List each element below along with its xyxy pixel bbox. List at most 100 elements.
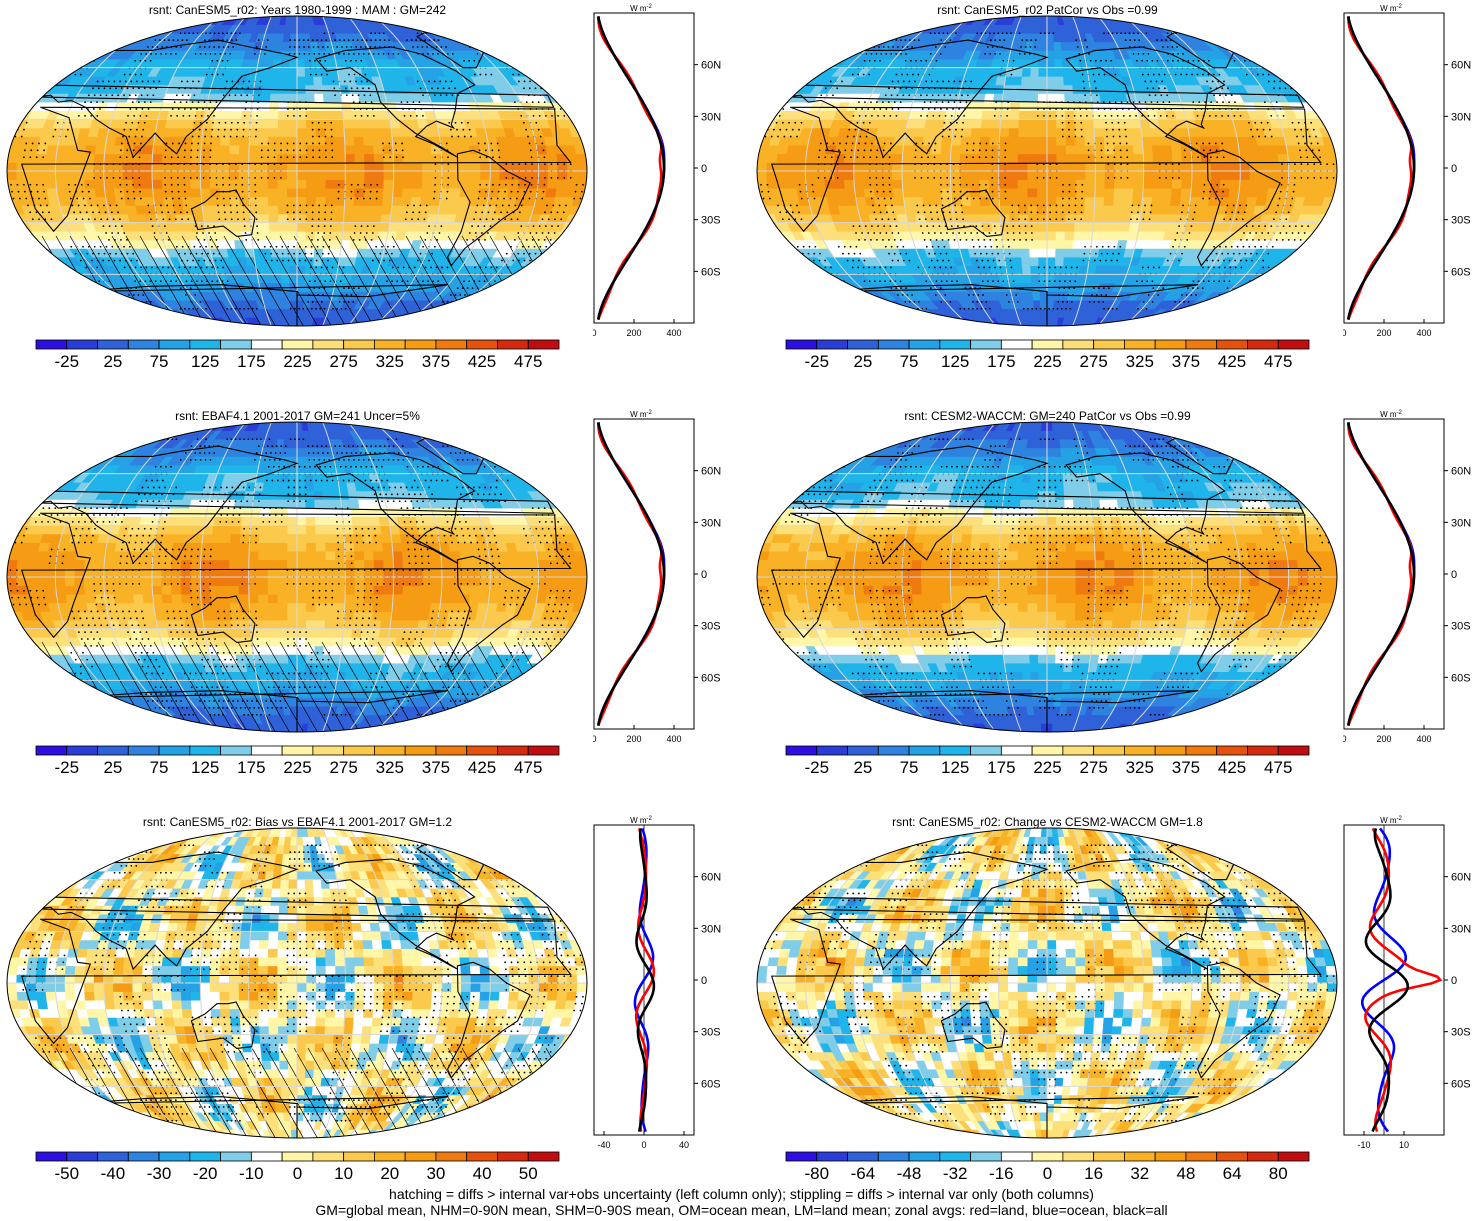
stipple-dot — [141, 135, 143, 138]
map-cell — [1119, 222, 1131, 232]
colorbar-swatch — [281, 339, 314, 350]
stipple-dot — [524, 163, 527, 166]
stipple-dot — [316, 245, 319, 248]
map-cell — [259, 222, 270, 232]
map-cell — [884, 317, 910, 326]
stipple-dot — [120, 190, 122, 193]
stipple-dot — [173, 101, 176, 104]
map-cell — [1017, 196, 1029, 206]
map-cell — [538, 162, 549, 172]
stipple-dot — [521, 66, 524, 69]
map-cell — [767, 187, 780, 198]
stipple-dot — [16, 183, 19, 186]
stipple-dot — [190, 149, 193, 152]
hatch-line — [7, 235, 19, 326]
map-cell — [494, 291, 516, 301]
stipple-dot — [46, 252, 48, 255]
stipple-dot — [200, 114, 203, 117]
map-cell — [454, 299, 476, 310]
map-cell — [212, 213, 224, 223]
stipple-dot — [235, 39, 238, 42]
map-cell — [510, 58, 529, 68]
stipple-dot — [43, 149, 45, 152]
map-cell — [373, 179, 385, 189]
map-cell — [370, 119, 382, 129]
map-cell — [333, 119, 345, 129]
map-cell — [180, 153, 192, 163]
map-cell — [1196, 308, 1220, 318]
stipple-dot — [518, 211, 521, 214]
colorbar-swatch — [127, 339, 160, 350]
stipple-dot — [94, 218, 96, 221]
map-cell — [924, 317, 946, 326]
map-cell — [267, 170, 278, 180]
stipple-dot — [446, 190, 449, 193]
stipple-dot — [38, 218, 40, 221]
stipple-dot — [194, 294, 197, 296]
stipple-dot — [543, 101, 546, 104]
stipple-dot — [308, 280, 311, 283]
map-cell — [402, 179, 414, 189]
map-cell — [1072, 239, 1084, 249]
stipple-dot — [119, 156, 122, 159]
stipple-dot — [506, 287, 509, 290]
stipple-dot — [546, 259, 548, 262]
stipple-dot — [198, 128, 201, 131]
stipple-dot — [224, 218, 227, 221]
map-cell — [137, 308, 160, 318]
stipple-dot — [282, 259, 284, 262]
stipple-dot — [183, 32, 186, 35]
map-cell — [903, 196, 915, 206]
stipple-dot — [117, 232, 120, 234]
map-cell — [238, 179, 250, 189]
map-cell — [446, 24, 470, 34]
stipple-dot — [211, 128, 214, 131]
map-cell — [1037, 239, 1048, 249]
map-cell — [283, 24, 292, 34]
zonal-units: W m-2 — [630, 4, 652, 13]
stipple-dot — [374, 39, 377, 42]
stipple-dot — [543, 183, 546, 186]
map-cell — [361, 119, 373, 129]
map-cell — [304, 67, 314, 77]
map-cell — [408, 16, 432, 25]
stipple-dot — [82, 245, 84, 248]
stipple-dot — [149, 59, 152, 62]
map-cell — [143, 308, 166, 318]
stipple-dot — [406, 204, 409, 207]
stipple-dot — [530, 183, 533, 186]
map-cell — [952, 213, 964, 223]
map-cell — [527, 265, 546, 275]
stipple-dot — [87, 59, 90, 62]
stipple-dot — [186, 259, 189, 262]
map-cell — [258, 196, 269, 206]
map-cell — [146, 16, 170, 25]
stipple-dot — [424, 238, 427, 241]
stipple-dot — [357, 94, 360, 97]
stipple-dot — [180, 80, 183, 83]
map-cell — [450, 179, 462, 189]
map-cell — [506, 50, 528, 60]
stipple-dot — [203, 149, 206, 152]
stipple-dot — [365, 39, 368, 42]
stipple-dot — [448, 87, 451, 90]
map-cell — [264, 274, 275, 284]
map-cell — [545, 144, 558, 155]
map-cell — [1046, 248, 1057, 258]
stipple-dot — [136, 300, 139, 303]
map-cell — [45, 179, 57, 189]
stipple-dot — [435, 46, 438, 48]
stipple-dot — [543, 156, 546, 159]
map-cell — [506, 282, 528, 292]
stipple-dot — [77, 59, 80, 62]
map-cell — [277, 196, 288, 206]
stipple-dot — [158, 80, 161, 83]
stipple-dot — [195, 280, 198, 283]
map-cell — [1238, 187, 1250, 198]
stipple-dot — [230, 128, 232, 131]
map-cell — [434, 317, 460, 326]
map-cell — [322, 93, 334, 103]
stipple-dot — [156, 46, 159, 48]
map-cell — [201, 127, 213, 137]
stipple-dot — [280, 156, 282, 159]
